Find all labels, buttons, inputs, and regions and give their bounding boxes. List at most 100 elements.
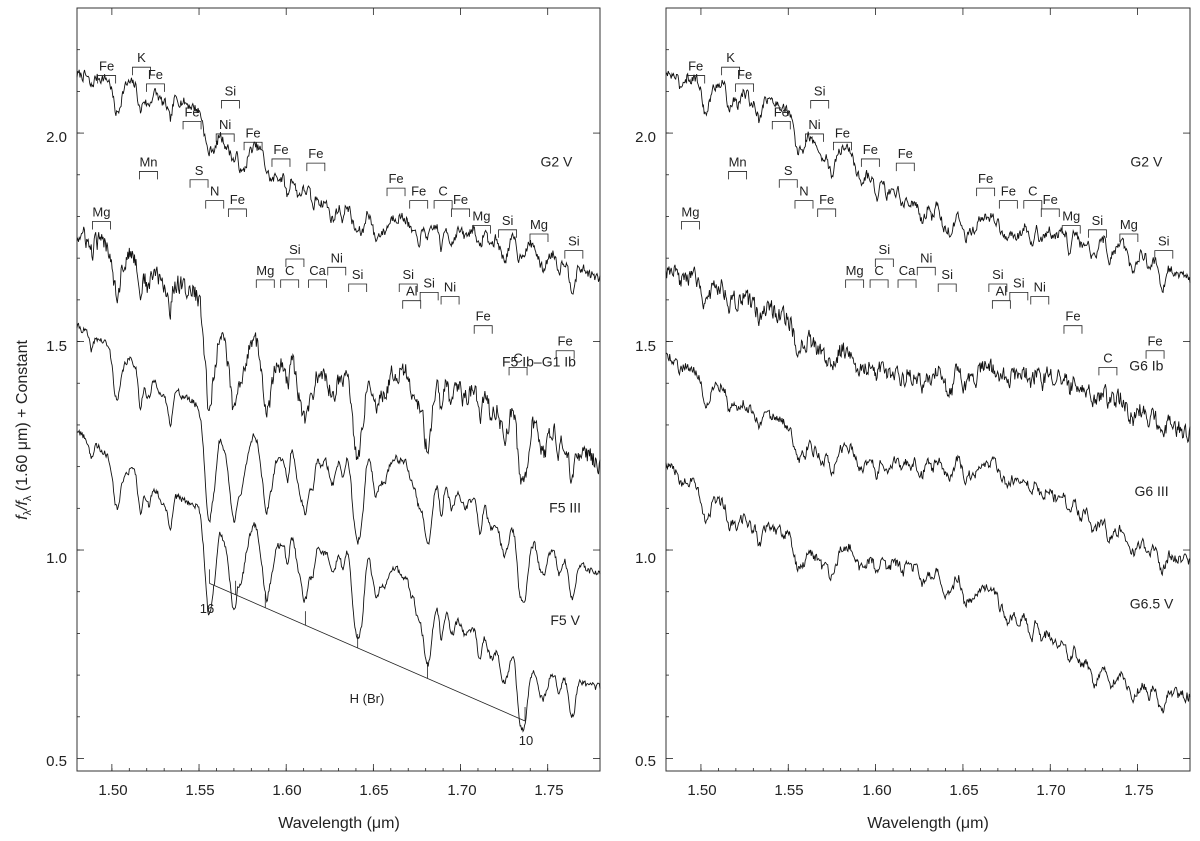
line-id-label: Si [289, 242, 301, 257]
line-id-bracket [215, 133, 235, 142]
line-id-bracket [1098, 366, 1118, 376]
spectrum-label: G6 III [1134, 483, 1168, 499]
y-tick-label: 1.5 [635, 338, 656, 355]
line-id-label: Mg [256, 263, 274, 278]
line-id-label: Fe [184, 104, 199, 119]
line-id-label: K [137, 50, 146, 65]
x-tick-label: 1.65 [359, 782, 388, 799]
line-id-label: Ni [920, 250, 932, 265]
x-tick-label: 1.70 [1036, 782, 1065, 799]
line-id-bracket [1063, 325, 1083, 334]
line-id-label: Fe [835, 125, 850, 140]
line-id-label: Si [568, 234, 580, 249]
line-id-label: Ca [899, 263, 916, 278]
left-panel: 1.50 1.55 1.60 1.65 1.70 1.75 0.5 1.0 1.… [46, 7, 601, 832]
spectrum-label: G2 V [1130, 153, 1163, 169]
x-axis-label: Wavelength (μm) [278, 815, 400, 832]
line-id-label: Fe [1065, 309, 1080, 324]
line-id-bracket [728, 171, 748, 180]
line-id-label: S [784, 163, 793, 178]
line-id-label: Si [1013, 275, 1025, 290]
line-id-bracket [1088, 229, 1107, 238]
line-id-bracket [721, 66, 741, 76]
line-id-bracket [735, 83, 754, 92]
line-id-bracket [472, 225, 491, 234]
line-id-bracket [285, 258, 305, 267]
line-id-label: Mg [681, 204, 699, 219]
line-id-bracket [869, 279, 889, 288]
h-series-line [209, 583, 526, 722]
spectrum-line [76, 69, 601, 295]
line-id-bracket [440, 296, 460, 305]
line-id-bracket [916, 266, 936, 276]
line-id-bracket [97, 75, 117, 84]
line-id-label: Mg [530, 217, 548, 232]
spectrum-line [665, 462, 1191, 714]
line-id-label: Si [814, 84, 826, 99]
spectrum-line [665, 70, 1191, 294]
line-id-label: Fe [978, 171, 993, 186]
line-id-label: C [438, 184, 447, 199]
left-spectra: G2 V F5 Ib–G1 Ib F5 III F5 V [76, 69, 601, 733]
h-series-end-label: 10 [519, 733, 533, 748]
line-id-label: Fe [863, 142, 878, 157]
line-id-label: Fe [453, 192, 468, 207]
line-id-label: Fe [476, 309, 491, 324]
line-id-bracket [860, 158, 880, 167]
line-id-label: Si [1092, 213, 1104, 228]
line-id-bracket [686, 75, 706, 84]
line-id-bracket [1061, 225, 1081, 234]
line-id-label: Fe [148, 67, 163, 82]
x-tick-label: 1.55 [185, 782, 214, 799]
x-tick-label: 1.65 [949, 782, 978, 799]
line-id-label: Mg [846, 263, 864, 278]
line-id-bracket [473, 325, 493, 334]
line-id-bracket [386, 187, 406, 197]
line-id-label: Fe [411, 184, 426, 199]
h-series-start-label: 16 [200, 601, 214, 616]
line-id-label: Mn [139, 154, 157, 169]
spectrum-line [76, 226, 601, 485]
line-id-label: Fe [558, 334, 573, 349]
line-id-bracket [327, 266, 347, 276]
line-id-bracket [146, 83, 165, 92]
line-id-bracket [988, 283, 1008, 293]
spectrum-label: F5 V [550, 612, 580, 628]
line-id-label: C [285, 263, 294, 278]
right-spectra: G2 V G6 Ib G6 III G6.5 V [665, 70, 1191, 714]
line-id-bracket [92, 221, 111, 230]
line-id-label: Si [1158, 234, 1170, 249]
line-id-bracket [874, 258, 894, 267]
line-id-bracket [771, 121, 791, 130]
spectrum-label: F5 III [549, 499, 581, 515]
line-id-bracket [681, 221, 700, 230]
line-id-label: Mn [729, 154, 747, 169]
line-id-label: S [195, 163, 204, 178]
line-id-bracket [280, 279, 300, 288]
line-id-label: Ni [444, 280, 456, 295]
spectrum-line [76, 322, 601, 603]
line-id-label: Fe [737, 67, 752, 82]
line-id-label: N [799, 184, 808, 199]
line-id-bracket [1040, 208, 1060, 217]
spectrum-label: G6.5 V [1130, 595, 1174, 611]
line-id-label: Si [502, 213, 514, 228]
line-id-bracket [1030, 296, 1050, 305]
line-id-label: Si [352, 267, 364, 282]
line-id-bracket [805, 133, 824, 142]
line-id-bracket [451, 208, 470, 217]
line-id-label: Si [992, 267, 1004, 282]
y-tick-label: 1.5 [46, 338, 67, 355]
line-id-bracket [433, 200, 453, 209]
spectrum-line [665, 352, 1191, 577]
x-tick-label: 1.75 [534, 782, 563, 799]
line-id-label: C [1028, 184, 1037, 199]
line-id-label: Ni [1034, 280, 1046, 295]
line-id-bracket [306, 162, 326, 172]
line-id-bracket [1119, 233, 1139, 242]
h-series-label: H (Br) [350, 691, 385, 706]
line-id-label: Ni [219, 117, 231, 132]
x-tick-label: 1.75 [1124, 782, 1153, 799]
line-id-label: Fe [774, 104, 789, 119]
